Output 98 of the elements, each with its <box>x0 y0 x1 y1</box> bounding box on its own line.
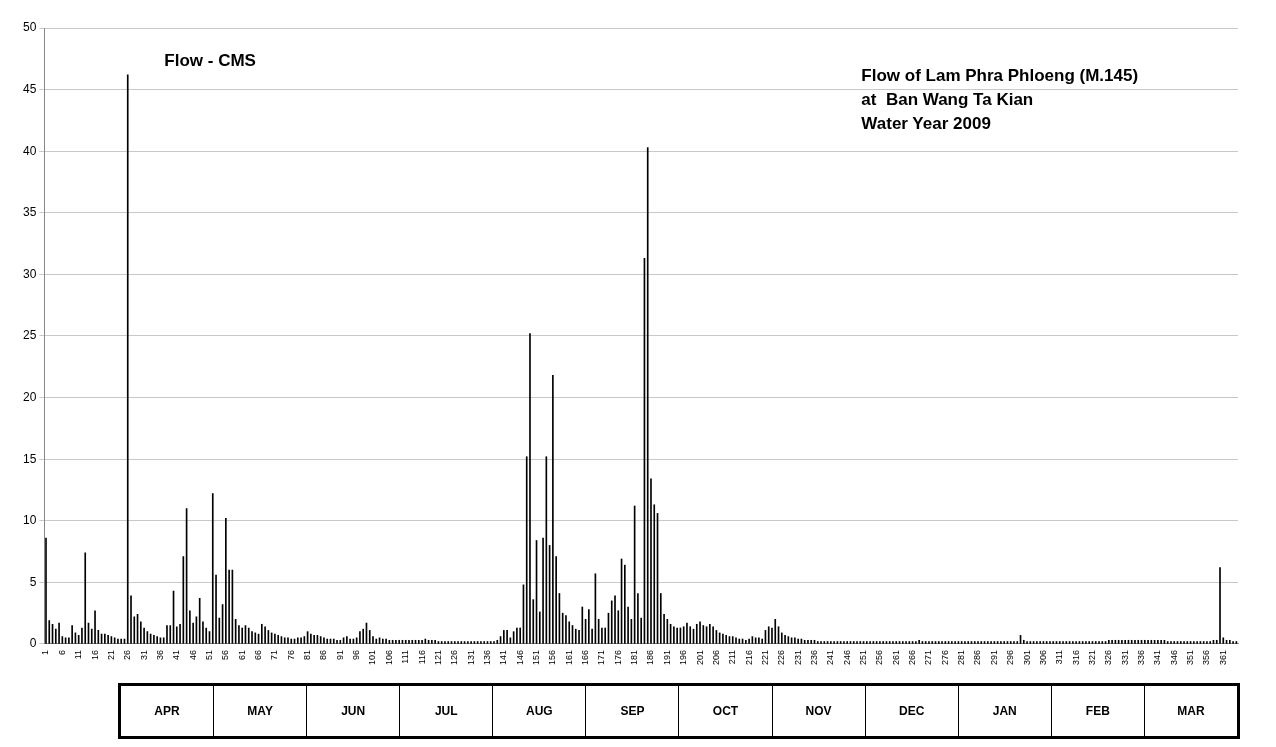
x-tick-label: 91 <box>334 649 345 660</box>
x-tick-label: 146 <box>514 649 525 666</box>
x-tick-label: 206 <box>710 649 721 666</box>
text: MAY <box>213 686 307 736</box>
x-tick-label: 101 <box>367 649 378 666</box>
x-tick-label: 36 <box>154 649 165 660</box>
x-tick-label: 81 <box>302 649 313 660</box>
y-tick-label: 10 <box>22 513 37 528</box>
x-tick-label: 236 <box>808 649 819 666</box>
x-tick-label: 21 <box>105 649 116 660</box>
text: NOV <box>771 686 865 736</box>
y-tick-label: 20 <box>22 389 37 404</box>
x-tick-label: 196 <box>678 649 689 666</box>
x-tick-label: 331 <box>1119 649 1130 666</box>
x-tick-label: 286 <box>972 649 983 666</box>
y-tick-label: 15 <box>22 451 37 466</box>
x-tick-label: 166 <box>580 649 591 666</box>
text: DEC <box>864 686 958 736</box>
x-tick-label: 306 <box>1037 649 1048 666</box>
x-tick-label: 171 <box>596 649 607 666</box>
x-tick-label: 131 <box>465 649 476 666</box>
y-tick-label: 45 <box>22 81 37 96</box>
x-tick-label: 261 <box>890 649 901 666</box>
text: JUL <box>399 686 493 736</box>
x-tick-label: 241 <box>825 649 836 666</box>
x-tick-label: 86 <box>318 649 329 660</box>
x-tick-label: 56 <box>220 649 231 660</box>
text: MAR <box>1143 686 1237 736</box>
x-tick-label: 26 <box>122 649 133 660</box>
y-tick-label: 30 <box>22 266 37 281</box>
x-tick-label: 11 <box>73 649 84 660</box>
x-tick-label: 141 <box>498 649 509 666</box>
x-tick-label: 311 <box>1054 649 1065 665</box>
x-tick-label: 1 <box>40 649 51 655</box>
x-tick-label: 256 <box>874 649 885 666</box>
x-tick-label: 276 <box>939 649 950 666</box>
text: JUN <box>306 686 400 736</box>
x-tick-label: 126 <box>449 649 460 666</box>
x-tick-label: 221 <box>759 649 770 666</box>
x-tick-label: 116 <box>416 649 427 665</box>
y-tick-label: 5 <box>29 574 37 589</box>
x-tick-label: 76 <box>285 649 296 660</box>
text: AUG <box>492 686 586 736</box>
x-tick-label: 211 <box>727 649 738 665</box>
x-tick-label: 6 <box>56 649 67 655</box>
x-tick-label: 31 <box>138 649 149 660</box>
x-tick-label: 266 <box>907 649 918 666</box>
x-tick-label: 351 <box>1185 649 1196 666</box>
x-tick-label: 151 <box>531 649 542 666</box>
x-tick-label: 301 <box>1021 649 1032 666</box>
x-tick-label: 161 <box>563 649 574 666</box>
x-tick-label: 251 <box>858 649 869 666</box>
x-tick-label: 281 <box>956 649 967 666</box>
x-tick-label: 246 <box>841 649 852 666</box>
x-tick-label: 346 <box>1168 649 1179 666</box>
x-tick-label: 231 <box>792 649 803 666</box>
text: JAN <box>957 686 1051 736</box>
x-tick-label: 51 <box>203 649 214 660</box>
text: FEB <box>1050 686 1144 736</box>
x-tick-label: 191 <box>661 649 672 666</box>
y-tick-label: 50 <box>22 20 37 35</box>
x-tick-label: 291 <box>988 649 999 666</box>
x-tick-label: 186 <box>645 649 656 666</box>
x-tick-label: 216 <box>743 649 754 666</box>
text: APR <box>153 703 181 720</box>
x-tick-label: 326 <box>1103 649 1114 666</box>
x-tick-label: 96 <box>351 649 362 660</box>
x-tick-label: 41 <box>171 649 182 660</box>
x-tick-label: 71 <box>269 649 280 660</box>
x-tick-label: 46 <box>187 649 198 660</box>
x-tick-label: 136 <box>481 649 492 666</box>
x-tick-label: 361 <box>1217 649 1228 666</box>
x-tick-label: 201 <box>694 649 705 666</box>
x-tick-label: 181 <box>629 649 640 666</box>
text: OCT <box>678 686 772 736</box>
y-tick-label: 35 <box>22 205 37 220</box>
x-tick-label: 296 <box>1005 649 1016 666</box>
x-tick-label: 336 <box>1136 649 1147 666</box>
text: Flow of Lam Phra Phloeng (M.145) at Ban Wang Ta Kian Water Year 2009 <box>861 65 1139 133</box>
x-tick-label: 16 <box>89 649 100 660</box>
x-tick-label: 176 <box>612 649 623 666</box>
x-tick-label: 61 <box>236 649 247 660</box>
y-tick-label: 25 <box>22 328 37 343</box>
x-tick-label: 316 <box>1070 649 1081 666</box>
x-tick-label: 356 <box>1201 649 1212 666</box>
x-tick-label: 271 <box>923 649 934 666</box>
x-tick-label: 111 <box>400 649 411 664</box>
x-tick-label: 156 <box>547 649 558 666</box>
x-tick-label: 121 <box>432 649 443 666</box>
x-tick-label: 321 <box>1086 649 1097 666</box>
y-tick-label: 0 <box>29 636 37 651</box>
text: SEP <box>585 686 679 736</box>
x-tick-label: 226 <box>776 649 787 666</box>
y-axis-title: Flow - CMS <box>164 50 256 70</box>
x-tick-label: 341 <box>1152 649 1163 666</box>
y-tick-label: 40 <box>22 143 37 158</box>
x-tick-label: 106 <box>383 649 394 666</box>
x-tick-label: 66 <box>253 649 264 660</box>
